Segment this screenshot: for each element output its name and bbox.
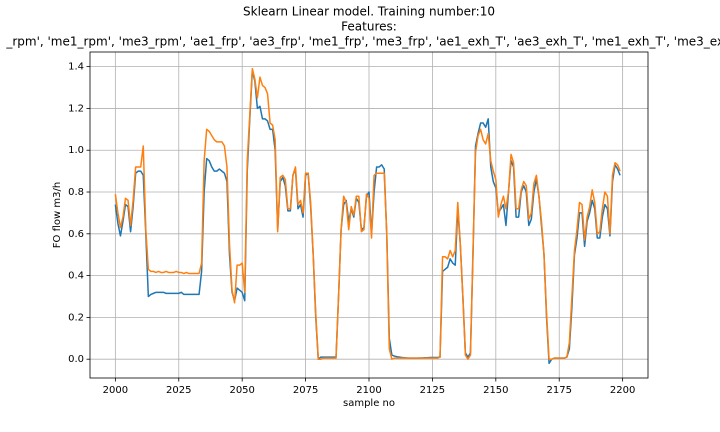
x-tick-label: 2175 xyxy=(547,385,572,396)
x-tick-label: 2025 xyxy=(166,385,191,396)
chart-title: Features: xyxy=(341,20,397,34)
y-tick-label: 1.4 xyxy=(68,62,84,73)
y-tick-label: 0.4 xyxy=(68,271,84,282)
chart-title: Sklearn Linear model. Training number:10 xyxy=(243,5,495,19)
y-tick-label: 0.6 xyxy=(68,229,84,240)
x-tick-label: 2000 xyxy=(103,385,128,396)
x-axis-label: sample no xyxy=(343,398,395,409)
y-axis-label: FO flow m3/h xyxy=(52,182,63,248)
y-tick-label: 0.2 xyxy=(68,312,84,323)
x-tick-label: 2125 xyxy=(420,385,445,396)
x-tick-label: 2050 xyxy=(229,385,254,396)
y-tick-label: 0.8 xyxy=(68,187,84,198)
x-tick-label: 2200 xyxy=(610,385,635,396)
y-tick-label: 0.0 xyxy=(68,354,84,365)
data-line xyxy=(114,67,621,360)
y-tick-label: 1.2 xyxy=(68,103,84,114)
x-tick-label: 2150 xyxy=(483,385,508,396)
x-tick-label: 2100 xyxy=(356,385,381,396)
y-tick-label: 1.0 xyxy=(68,145,84,156)
chart-title: _rpm', 'me1_rpm', 'me3_rpm', 'ae1_frp', … xyxy=(5,35,720,49)
data-line xyxy=(114,70,621,365)
plot-frame xyxy=(89,51,649,379)
x-tick-label: 2075 xyxy=(293,385,318,396)
